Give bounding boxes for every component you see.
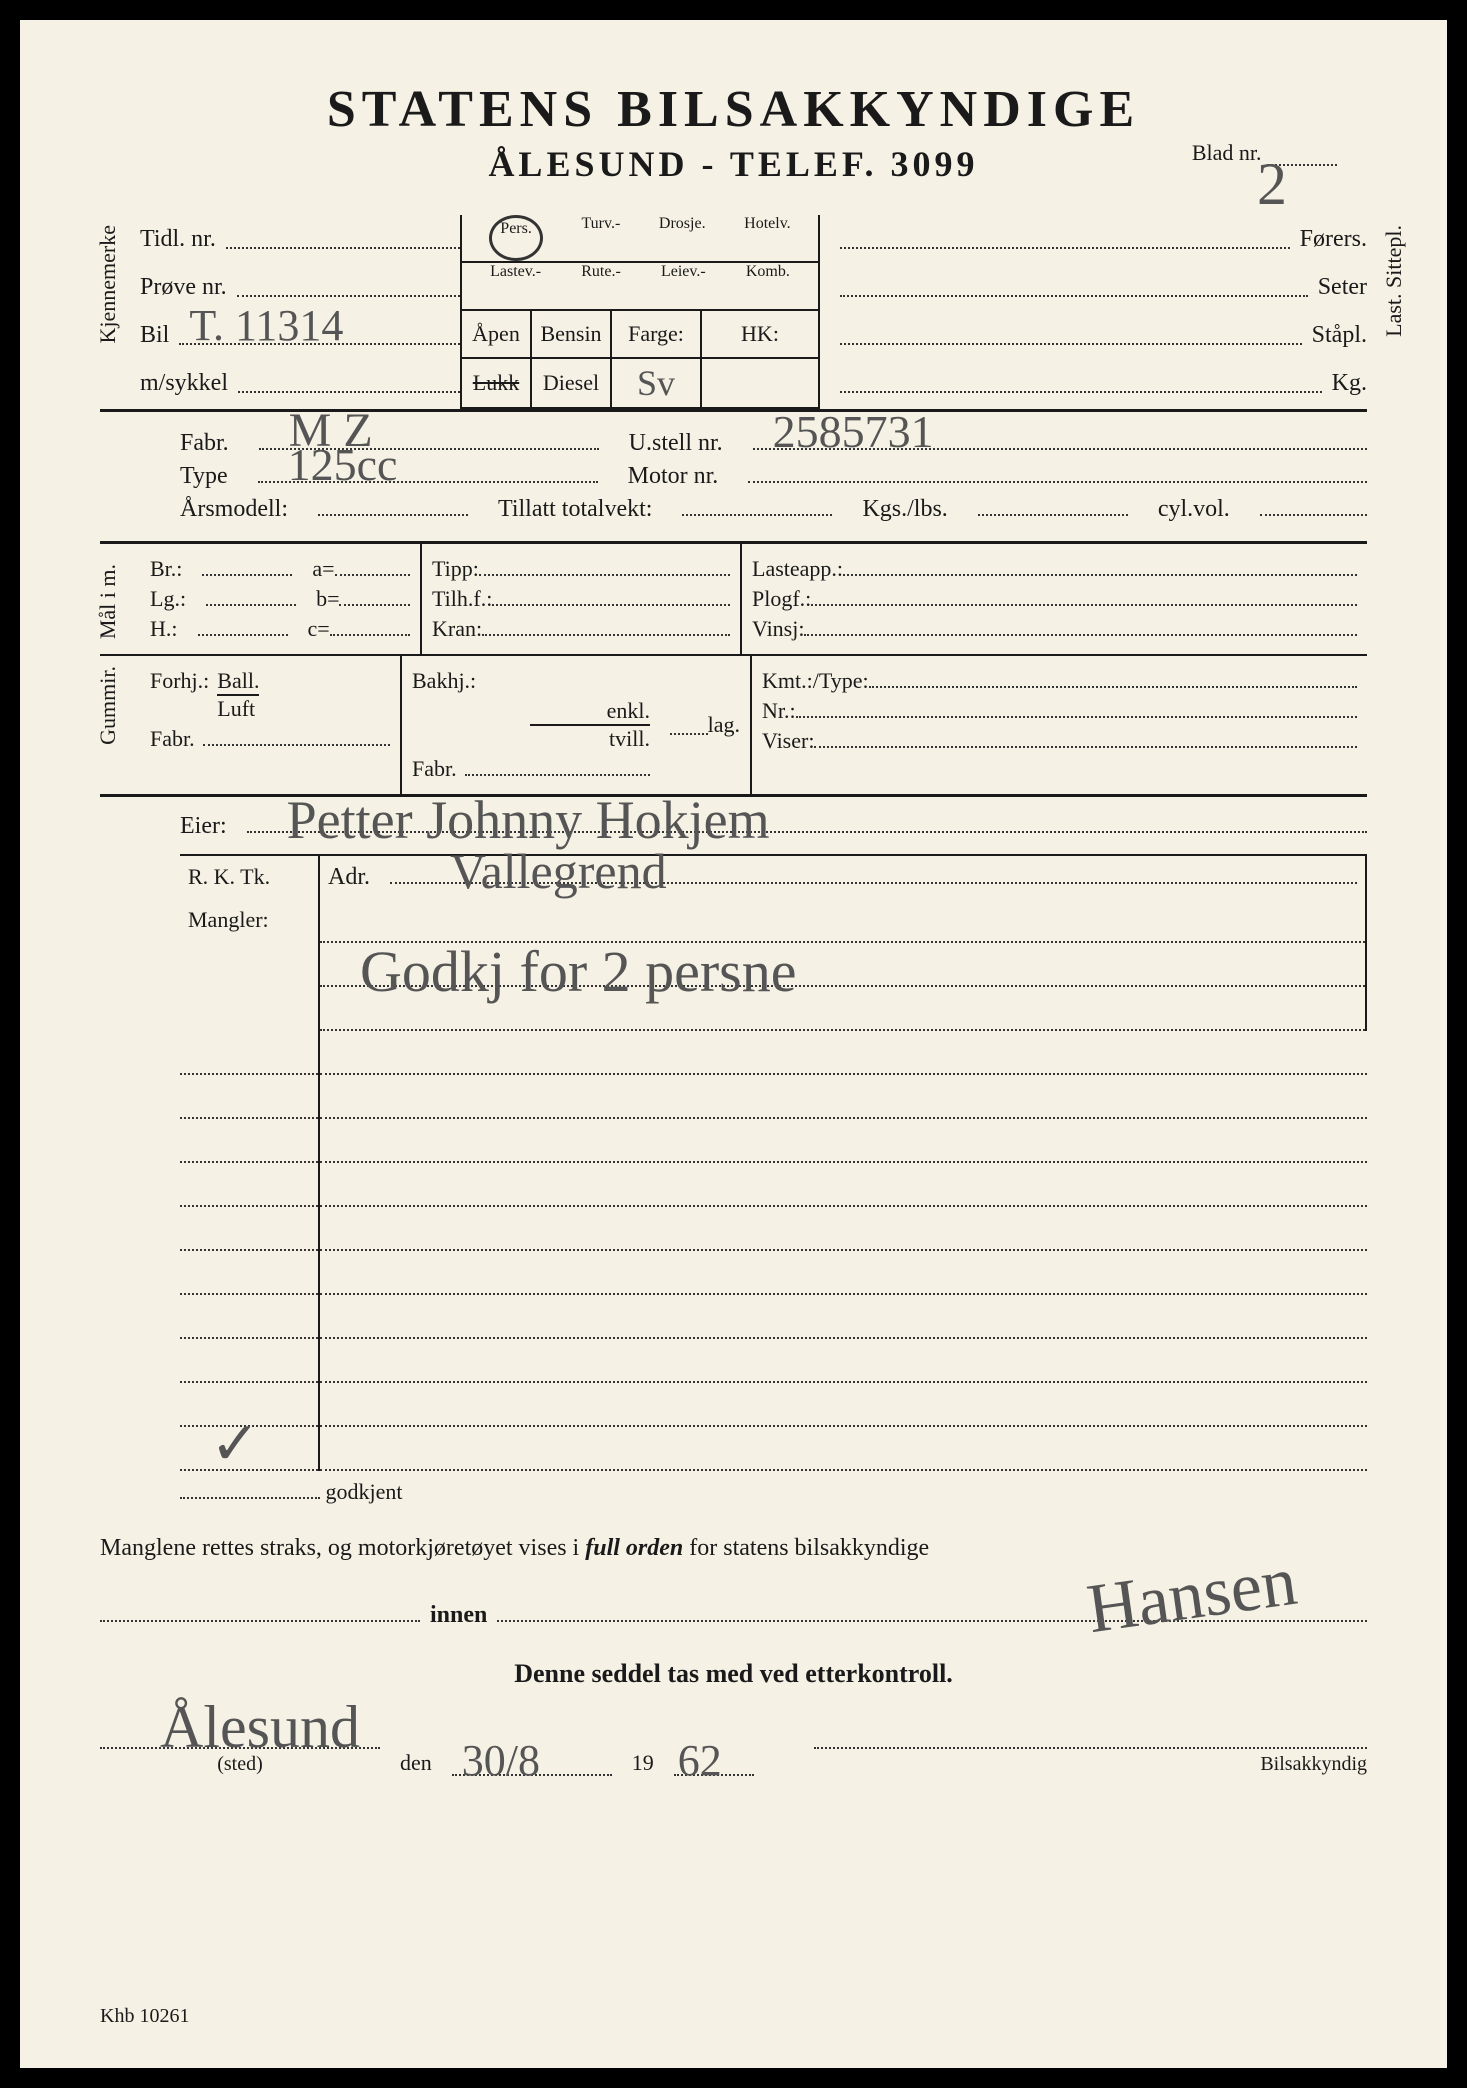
ustell-label: U.stell nr. <box>629 430 723 457</box>
diesel-label: Diesel <box>532 359 612 407</box>
rktk-label: R. K. Tk. <box>180 856 320 899</box>
tillatt-label: Tillatt totalvekt: <box>498 496 652 523</box>
year-pre: 19 <box>632 1750 654 1776</box>
arsmodell-label: Årsmodell: <box>180 496 288 523</box>
farge-label: Farge: <box>612 311 702 357</box>
hk-label: HK: <box>702 311 818 357</box>
tvill-label: tvill. <box>609 726 650 751</box>
dotted-lines-area: ✓ godkjent <box>100 1031 1367 1505</box>
enkl-label: enkl. <box>607 698 650 723</box>
section-specs: Fabr. M Z U.stell nr. 2585731 Type 125cc… <box>100 412 1367 544</box>
kjennemerke-vlabel: Kjennemerke <box>95 225 121 344</box>
mal-vlabel: Mål i m. <box>95 564 121 639</box>
lag-label: lag. <box>708 712 740 738</box>
fabr2-label: Fabr. <box>412 756 457 782</box>
vinsj-label: Vinsj: <box>752 616 804 642</box>
tilhf-label: Tilh.f.: <box>432 586 492 612</box>
date-value: 30/8 <box>462 1735 540 1786</box>
drosje-label: Drosje. <box>659 215 706 261</box>
vehicle-type-box: Pers. Turv.- Drosje. Hotelv. Lastev.- Ru… <box>460 215 820 409</box>
c-label: c= <box>308 616 330 642</box>
motor-label: Motor nr. <box>628 463 719 490</box>
eier-label: Eier: <box>180 813 227 840</box>
den-label: den <box>400 1750 432 1776</box>
lukk-label: Lukk <box>462 359 532 407</box>
forhj-label: Forhj.: <box>150 668 209 722</box>
msykkel-label: m/sykkel <box>140 370 228 397</box>
plogf-label: Plogf.: <box>752 586 811 612</box>
signature-row: Ålesund (sted) den 30/8 19 62 Bilsakkynd… <box>100 1699 1367 1776</box>
viser-label: Viser: <box>762 728 814 754</box>
adr-label: Adr. <box>328 864 370 891</box>
godkjent-label: godkjent <box>326 1479 403 1504</box>
ft3: for statens bilsakkyndige <box>689 1535 929 1561</box>
mangler-label: Mangler: <box>180 899 320 1031</box>
sted-value: Ålesund <box>160 1693 360 1762</box>
seter-label: Seter <box>1318 274 1367 301</box>
type-label: Type <box>180 463 228 490</box>
stapl-label: Ståpl. <box>1312 322 1367 349</box>
section-mal: Mål i m. Br.:a= Lg.:b= H.:c= Tipp: Tilh.… <box>100 544 1367 656</box>
hotelv-label: Hotelv. <box>744 215 791 261</box>
sittepl-vlabel: Last. Sittepl. <box>1381 225 1407 337</box>
nr-label: Nr.: <box>762 698 796 724</box>
title: STATENS BILSAKKYNDIGE <box>100 80 1367 139</box>
cylvol-label: cyl.vol. <box>1158 496 1230 523</box>
luft-label: Luft <box>217 696 259 722</box>
lasteapp-label: Lasteapp.: <box>752 556 843 582</box>
gummir-vlabel: Gummir. <box>95 666 121 745</box>
kran-label: Kran: <box>432 616 482 642</box>
kg-label: Kg. <box>1332 370 1367 397</box>
type-value: 125cc <box>288 438 398 491</box>
kmt-label: Kmt.:/Type: <box>762 668 869 694</box>
leiev-label: Leiev.- <box>661 263 706 309</box>
adr-value: Vallegrend <box>450 842 667 900</box>
a-label: a= <box>312 556 334 582</box>
khb-label: Khb 10261 <box>100 2005 189 2028</box>
innen-label: innen <box>430 1602 487 1629</box>
forers-label: Førers. <box>1300 226 1367 253</box>
apen-label: Åpen <box>462 311 532 357</box>
bil-value: T. 11314 <box>189 300 343 351</box>
section-gummir: Gummir. Forhj.: Ball. Luft Fabr. Bakhj.:… <box>100 656 1367 797</box>
fabr-label: Fabr. <box>180 430 229 457</box>
bakhj-label: Bakhj.: <box>412 668 476 694</box>
year-value: 62 <box>678 1735 722 1786</box>
etterkontroll: Denne seddel tas med ved etterkontroll. <box>100 1659 1367 1689</box>
ball-label: Ball. <box>217 668 259 696</box>
pers-label: Pers. <box>489 215 543 261</box>
komb-label: Komb. <box>746 263 790 309</box>
bils-label: Bilsakkyndig <box>814 1753 1367 1776</box>
section-owner: Eier: Petter Johnny Hokjem R. K. Tk. Adr… <box>100 797 1367 1031</box>
blad-label: Blad nr. <box>1192 140 1262 165</box>
br-label: Br.: <box>150 556 182 582</box>
blad-nr-value: 2 <box>1257 150 1287 219</box>
ft1: Manglene rettes straks, og motorkjøretøy… <box>100 1535 579 1561</box>
ustell-value: 2585731 <box>773 405 934 458</box>
rute-label: Rute.- <box>581 263 621 309</box>
fabr1-label: Fabr. <box>150 726 195 752</box>
h-label: H.: <box>150 616 178 642</box>
prove-nr-label: Prøve nr. <box>140 274 227 301</box>
bensin-label: Bensin <box>532 311 612 357</box>
b-label: b= <box>316 586 339 612</box>
section-kjennemerke: Kjennemerke Tidl. nr. Prøve nr. BilT. 11… <box>100 215 1367 412</box>
bil-label: Bil <box>140 322 169 349</box>
kgslbs-label: Kgs./lbs. <box>862 496 947 523</box>
lastev-label: Lastev.- <box>490 263 541 309</box>
ft2: full orden <box>585 1535 683 1561</box>
subtitle: ÅLESUND - TELEF. 3099 <box>100 143 1367 185</box>
turv-label: Turv.- <box>581 215 620 261</box>
form-page: STATENS BILSAKKYNDIGE ÅLESUND - TELEF. 3… <box>20 20 1447 2068</box>
tidl-nr-label: Tidl. nr. <box>140 226 216 253</box>
tipp-label: Tipp: <box>432 556 479 582</box>
lg-label: Lg.: <box>150 586 186 612</box>
farge-value: Sv <box>612 359 702 407</box>
